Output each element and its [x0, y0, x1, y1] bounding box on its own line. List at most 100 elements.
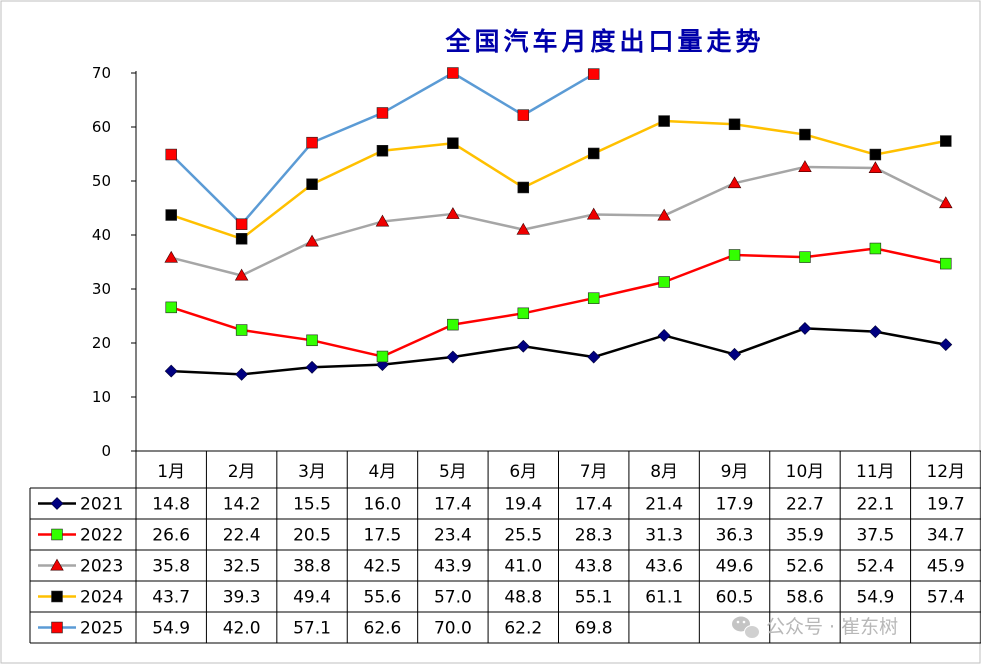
series-2023 [164, 160, 953, 281]
y-tick-label: 60 [92, 118, 111, 136]
x-tick-label: 7月 [580, 462, 608, 482]
data-label-2021: 17.4 [434, 495, 472, 515]
data-point-2024 [517, 181, 530, 194]
data-label-2024: 57.0 [434, 588, 472, 608]
data-point-2021 [728, 347, 741, 361]
axes: 0 10 20 30 40 50 60 70 [92, 64, 137, 460]
data-point-2024 [306, 178, 318, 190]
data-label-2023: 52.4 [856, 557, 894, 577]
data-point-2021 [587, 350, 601, 364]
data-table: 1月 2月 3月 4月 5月 6月 7月 8月 9月 10月 11月 12月 2021 14.8 14.2 1… [29, 450, 981, 644]
x-tick-label: 8月 [650, 462, 678, 482]
data-point-2021 [164, 364, 178, 378]
data-point-2025 [376, 107, 389, 119]
data-label-2022: 25.5 [504, 526, 542, 546]
data-label-2021: 22.7 [786, 495, 824, 515]
data-point-2023 [727, 176, 742, 189]
data-point-2024 [235, 233, 248, 245]
data-label-2023: 42.5 [364, 557, 402, 577]
data-point-2023 [375, 214, 390, 227]
data-label-2023: 41.0 [504, 557, 542, 577]
data-point-2022 [587, 292, 600, 304]
data-label-2021: 19.7 [927, 495, 965, 515]
legend-label-2025: 2025 [80, 619, 123, 639]
series-line-2023 [170, 165, 947, 277]
data-point-2024 [165, 209, 177, 221]
data-label-2022: 20.5 [293, 526, 331, 546]
data-label-2024: 61.1 [645, 588, 683, 608]
data-point-2025 [517, 109, 530, 121]
wechat-icon [732, 616, 760, 639]
data-label-2021: 15.5 [293, 495, 331, 515]
data-point-2022 [165, 301, 177, 314]
x-tick-label: 12月 [926, 462, 965, 482]
data-point-2025 [235, 218, 248, 230]
y-tick-label: 40 [92, 226, 111, 244]
table-row-2023: 2023 35.8 32.5 38.8 42.5 43.9 41.0 43.8 43.6 49.6… [38, 557, 965, 577]
data-point-2024 [658, 115, 670, 127]
data-label-2023: 43.8 [575, 557, 613, 577]
data-point-2023 [305, 234, 319, 247]
legend-marker-2024 [51, 590, 63, 603]
data-label-2024: 60.5 [716, 588, 754, 608]
data-label-2025: 57.1 [293, 619, 331, 639]
data-label-2021: 17.4 [575, 495, 613, 515]
data-label-2025: 70.0 [434, 619, 472, 639]
data-point-2022 [447, 318, 459, 331]
data-label-2025: 42.0 [223, 619, 261, 639]
data-label-2025: 62.2 [504, 619, 542, 639]
data-label-2025: 62.6 [364, 619, 402, 639]
data-point-2024 [940, 135, 952, 147]
x-tick-label: 6月 [509, 462, 537, 482]
legend-marker-2025 [51, 621, 63, 634]
data-label-2022: 17.5 [364, 526, 402, 546]
data-point-2025 [587, 68, 600, 80]
series-2025 [165, 67, 600, 230]
x-tick-label: 1月 [157, 462, 185, 482]
series-line-2022 [170, 247, 947, 358]
table-row-2021: 2021 14.8 14.2 15.5 16.0 17.4 19.4 17.4 21.4 17.9… [38, 495, 965, 515]
legend-label-2024: 2024 [80, 588, 123, 608]
data-label-2022: 23.4 [434, 526, 472, 546]
data-point-2022 [376, 350, 389, 363]
data-point-2024 [587, 147, 600, 160]
data-point-2025 [447, 67, 459, 79]
data-point-2021 [798, 321, 812, 335]
data-point-2023 [657, 208, 671, 221]
data-point-2024 [447, 137, 459, 149]
table-row-2025: 2025 54.9 42.0 57.1 62.6 70.0 62.2 69.8 [38, 619, 613, 639]
data-label-2024: 43.7 [152, 588, 190, 608]
data-point-2022 [940, 257, 952, 270]
data-label-2021: 17.9 [716, 495, 754, 515]
table-row-2024: 2024 43.7 39.3 49.4 55.6 57.0 48.8 55.1 61.1 60.5… [38, 588, 965, 608]
legend-label-2023: 2023 [80, 557, 123, 577]
data-point-2024 [376, 145, 389, 157]
data-label-2024: 39.3 [223, 588, 261, 608]
data-point-2022 [235, 324, 248, 336]
data-label-2025: 69.8 [575, 619, 613, 639]
data-point-2025 [306, 136, 318, 149]
data-label-2022: 26.6 [152, 526, 190, 546]
data-label-2021: 14.8 [152, 495, 190, 515]
x-tick-label: 10月 [786, 462, 825, 482]
data-label-2023: 45.9 [927, 557, 965, 577]
data-point-2021 [305, 360, 319, 374]
data-label-2024: 48.8 [504, 588, 542, 608]
data-label-2021: 14.2 [223, 495, 261, 515]
data-point-2022 [306, 334, 318, 347]
x-tick-label: 4月 [369, 462, 397, 482]
data-label-2023: 43.9 [434, 557, 472, 577]
watermark-text: 公众号 · 崔东树 [766, 616, 898, 638]
data-point-2022 [517, 307, 530, 320]
data-point-2023 [868, 161, 883, 174]
data-label-2022: 22.4 [223, 526, 261, 546]
series-2024 [165, 115, 952, 245]
watermark: 公众号 · 崔东树 [732, 616, 898, 639]
data-label-2023: 35.8 [152, 557, 190, 577]
legend-marker-2022 [51, 528, 63, 541]
x-tick-label: 11月 [856, 462, 895, 482]
data-label-2022: 34.7 [927, 526, 965, 546]
series-2022 [165, 242, 952, 363]
